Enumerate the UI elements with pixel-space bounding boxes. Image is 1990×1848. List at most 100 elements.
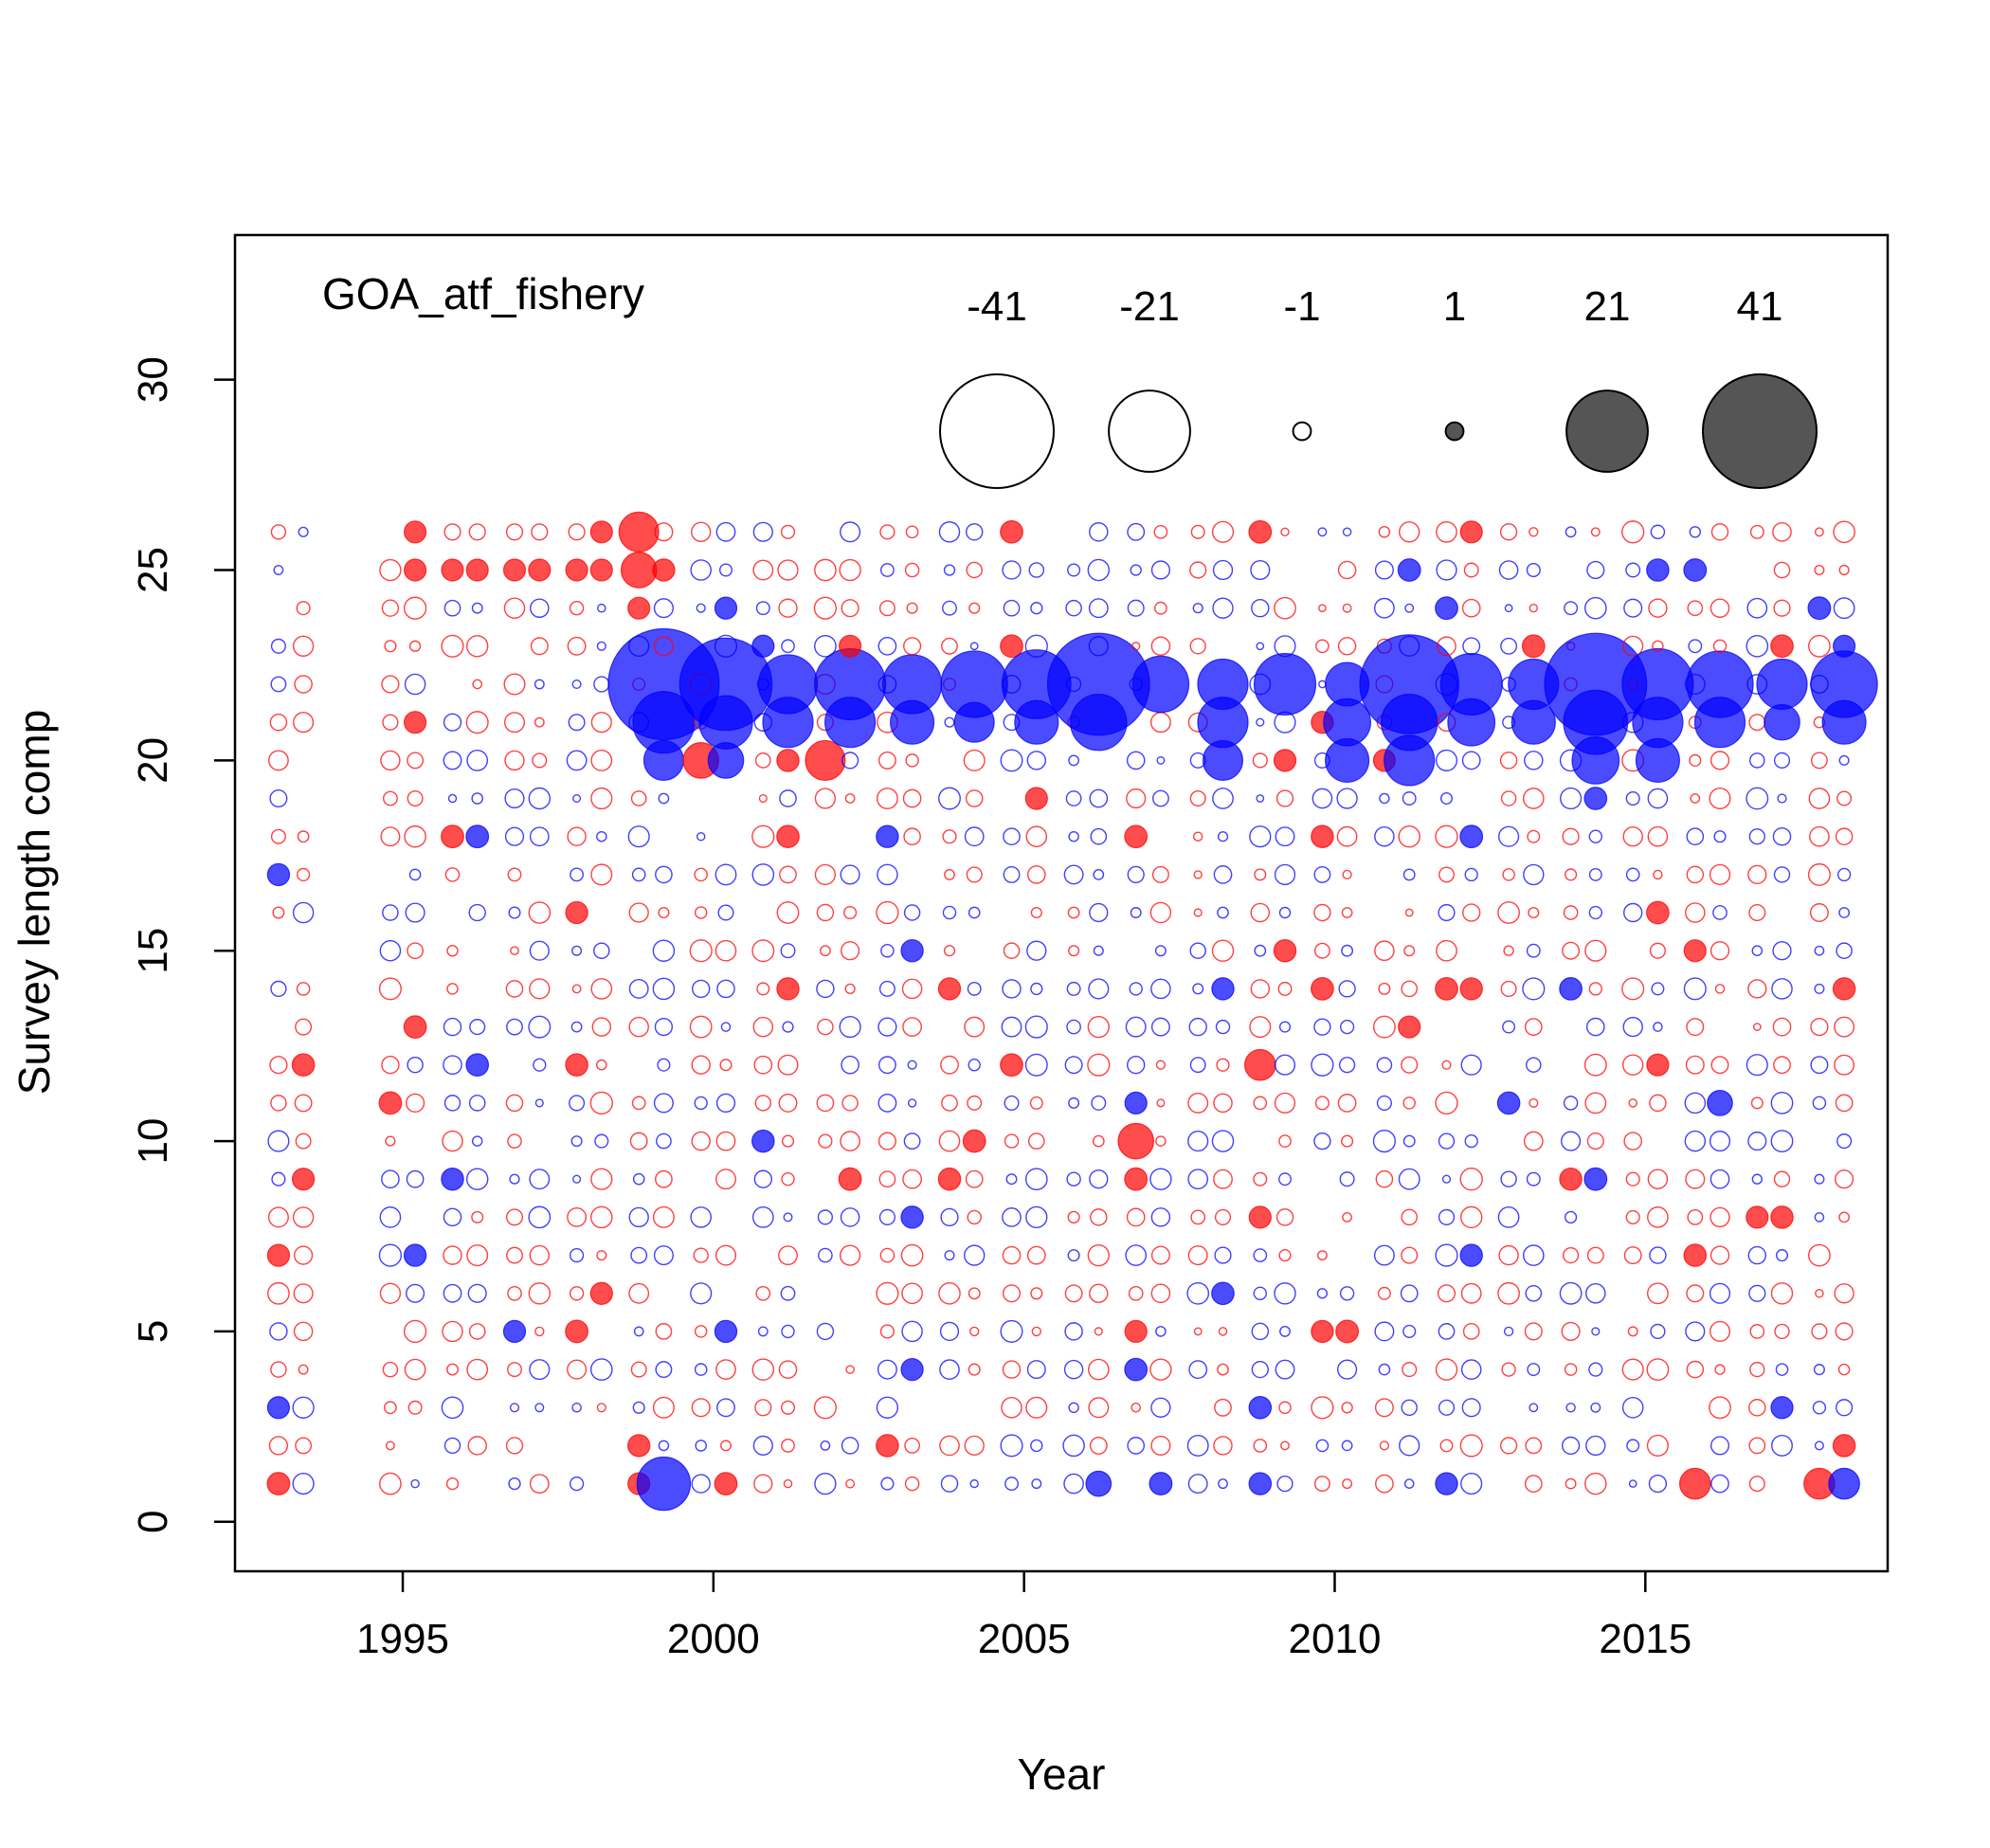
- bubble: [814, 788, 837, 809]
- bubble: [1311, 1319, 1334, 1344]
- bubble: [1687, 1208, 1704, 1225]
- bubble: [1030, 982, 1043, 996]
- bubble: [1746, 1205, 1769, 1229]
- bubble: [1808, 788, 1831, 809]
- bubble: [1211, 1130, 1235, 1152]
- bubble: [1256, 794, 1265, 803]
- bubble: [1399, 521, 1420, 543]
- bubble: [1746, 1054, 1768, 1077]
- bubble: [1338, 980, 1356, 998]
- y-axis-label: Survey length comp: [9, 710, 59, 1096]
- bubble: [902, 1169, 922, 1189]
- bubble: [1499, 752, 1518, 770]
- bubble: [1067, 1210, 1080, 1224]
- bubble: [751, 824, 775, 848]
- bubble: [1314, 1096, 1330, 1111]
- bubble: [1197, 658, 1249, 711]
- bubble: [652, 558, 676, 582]
- bubble: [1211, 939, 1235, 962]
- bubble: [1278, 1249, 1292, 1262]
- bubble: [1066, 981, 1081, 996]
- bubble: [1647, 1169, 1669, 1189]
- bubble: [1439, 791, 1454, 806]
- bubble: [270, 1361, 287, 1378]
- bubble: [1837, 1363, 1851, 1376]
- bubble: [1500, 980, 1517, 997]
- bubble: [567, 636, 587, 656]
- bubble: [902, 1017, 922, 1037]
- bubble: [1565, 526, 1577, 538]
- bubble: [404, 711, 427, 734]
- bubble: [1710, 1436, 1730, 1456]
- bubble: [964, 826, 985, 847]
- bubble: [966, 561, 983, 579]
- bubble: [1117, 1122, 1155, 1160]
- bubble: [1341, 907, 1353, 918]
- bubble: [509, 1403, 520, 1413]
- bubble: [1249, 1016, 1272, 1039]
- bubble: [1214, 1246, 1232, 1264]
- bubble: [944, 868, 955, 880]
- bubble: [879, 524, 896, 540]
- bubble: [568, 714, 586, 732]
- bubble: [529, 940, 550, 961]
- bubble: [407, 790, 424, 807]
- bubble: [529, 1359, 551, 1381]
- bubble: [1397, 558, 1421, 582]
- bubble: [844, 983, 856, 995]
- bubble: [938, 521, 961, 543]
- bubble: [1088, 598, 1109, 619]
- bubble: [1218, 1478, 1228, 1490]
- bubble: [1256, 642, 1265, 651]
- bubble: [1153, 524, 1168, 539]
- bubble: [1030, 906, 1042, 919]
- legend-label: -1: [1283, 283, 1320, 330]
- bubble: [1559, 977, 1583, 1001]
- bubble: [1149, 712, 1171, 734]
- bubble: [1067, 906, 1080, 919]
- bubble: [270, 638, 286, 654]
- bubble: [818, 1133, 833, 1149]
- bubble: [1460, 1359, 1482, 1380]
- bubble: [1127, 599, 1145, 617]
- bubble: [839, 1016, 861, 1039]
- bubble: [1251, 598, 1270, 618]
- bubble: [1341, 1402, 1353, 1414]
- bubble: [880, 943, 895, 958]
- bubble: [1686, 865, 1705, 884]
- bubble: [1127, 1056, 1146, 1075]
- bubble: [1216, 1058, 1230, 1072]
- bubble: [844, 793, 856, 804]
- bubble: [628, 902, 649, 923]
- bubble: [1685, 1321, 1706, 1342]
- bubble: [1189, 789, 1206, 807]
- bubble: [567, 1206, 588, 1227]
- bubble: [1399, 1435, 1420, 1457]
- bubble: [1403, 1478, 1415, 1489]
- bubble: [1835, 1094, 1854, 1113]
- bubble: [967, 981, 982, 996]
- bubble: [841, 752, 859, 770]
- bubble: [1150, 1017, 1170, 1037]
- bubble: [269, 788, 288, 808]
- bubble: [694, 1363, 708, 1376]
- bubble: [1807, 596, 1832, 621]
- bubble: [505, 523, 524, 541]
- bubble: [1401, 980, 1418, 998]
- bubble: [589, 1358, 613, 1381]
- bubble: [589, 558, 613, 582]
- bubble: [1814, 983, 1825, 994]
- bubble: [627, 596, 651, 620]
- bubble: [379, 1472, 402, 1495]
- bubble: [443, 1437, 461, 1455]
- bubble: [1583, 1053, 1607, 1077]
- bubble: [1065, 599, 1082, 617]
- bubble: [381, 599, 400, 617]
- bubble: [657, 1058, 671, 1072]
- bubble: [1088, 978, 1110, 1000]
- bubble: [1749, 752, 1765, 769]
- bubble: [508, 906, 521, 919]
- bubble: [1003, 599, 1021, 617]
- bubble: [1249, 825, 1272, 848]
- bubble: [443, 1283, 462, 1303]
